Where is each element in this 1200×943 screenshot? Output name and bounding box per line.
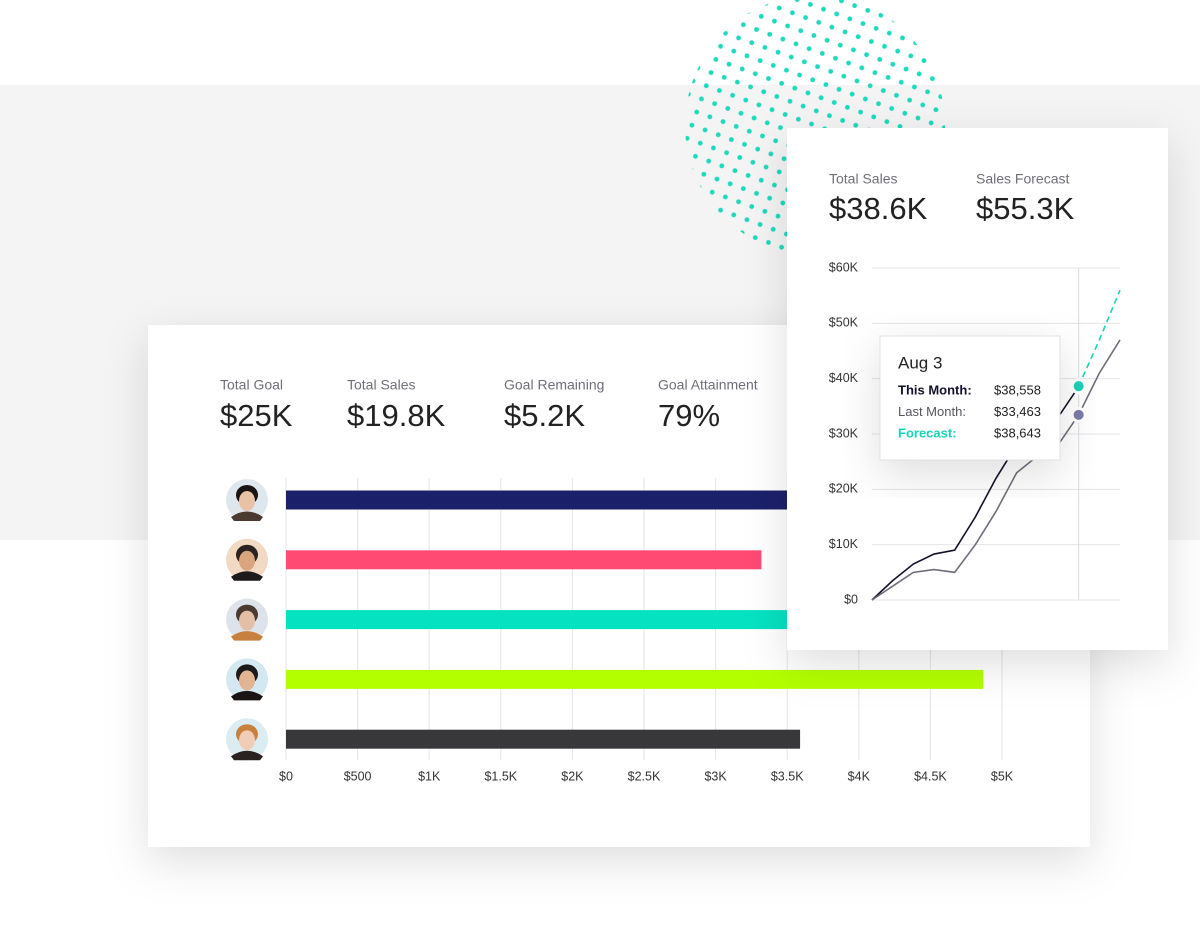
- kpi-label: Goal Attainment: [658, 377, 758, 393]
- y-tick-label: $20K: [829, 482, 859, 496]
- x-tick-label: $2K: [561, 769, 584, 783]
- kpi-label: Goal Remaining: [504, 377, 604, 393]
- x-tick-label: $1.5K: [484, 769, 517, 783]
- tooltip: [879, 335, 1061, 461]
- x-tick-label: $500: [344, 769, 372, 783]
- kpi-value: $19.8K: [347, 398, 446, 433]
- y-tick-label: $30K: [829, 426, 859, 440]
- tooltip-title: Aug 3: [898, 353, 942, 372]
- avatar-body: [231, 690, 263, 701]
- kpi-value: $25K: [220, 398, 293, 433]
- kpi-label: Total Sales: [829, 171, 897, 187]
- y-tick-label: $10K: [829, 537, 859, 551]
- x-tick-label: $5K: [991, 769, 1014, 783]
- y-tick-label: $0: [844, 592, 858, 606]
- avatar-face: [239, 491, 255, 511]
- x-tick-label: $4K: [848, 769, 871, 783]
- avatar-face: [239, 550, 255, 571]
- avatar-body: [231, 750, 263, 761]
- hover-point: [1070, 378, 1087, 395]
- kpi-label: Total Sales: [347, 377, 415, 393]
- avatar-face: [239, 730, 255, 751]
- tooltip-value: $38,558: [994, 382, 1041, 397]
- kpi-label: Sales Forecast: [976, 171, 1069, 187]
- bar: [286, 610, 845, 630]
- x-tick-label: $1K: [418, 769, 441, 783]
- bar: [286, 669, 984, 689]
- avatar-body: [231, 511, 263, 521]
- avatar-face: [239, 670, 255, 691]
- x-tick-label: $2.5K: [628, 769, 661, 783]
- x-tick-label: $4.5K: [914, 769, 947, 783]
- avatar-face: [239, 610, 255, 631]
- kpi-value: $38.6K: [829, 191, 928, 226]
- bar: [286, 490, 874, 510]
- kpi-value: $55.3K: [976, 191, 1075, 226]
- bar: [286, 729, 801, 749]
- bar: [286, 550, 762, 570]
- kpi-value: 79%: [658, 398, 720, 433]
- y-tick-label: $50K: [829, 316, 859, 330]
- y-tick-label: $60K: [829, 260, 859, 274]
- avatar-body: [231, 571, 263, 581]
- tooltip-value: $33,463: [994, 404, 1041, 419]
- x-tick-label: $3K: [704, 769, 727, 783]
- x-tick-label: $0: [279, 769, 293, 783]
- tooltip-name: Forecast:: [898, 425, 957, 440]
- kpi-label: Total Goal: [220, 377, 283, 393]
- y-tick-label: $40K: [829, 371, 859, 385]
- series-line: [1077, 289, 1121, 387]
- tooltip-name: This Month:: [898, 382, 972, 397]
- hover-point: [1070, 406, 1087, 423]
- tooltip-value: $38,643: [994, 425, 1041, 440]
- line-chart: Total Sales $38.6K Sales Forecast $55.3K $0 $…: [829, 171, 1121, 606]
- tooltip-name: Last Month:: [898, 404, 966, 419]
- x-tick-label: $3.5K: [771, 769, 804, 783]
- kpi-value: $5.2K: [504, 398, 585, 433]
- bar-chart: Total Goal $25K Total Sales $19.8K Goal Rema…: [220, 377, 1014, 784]
- avatar-body: [231, 631, 263, 641]
